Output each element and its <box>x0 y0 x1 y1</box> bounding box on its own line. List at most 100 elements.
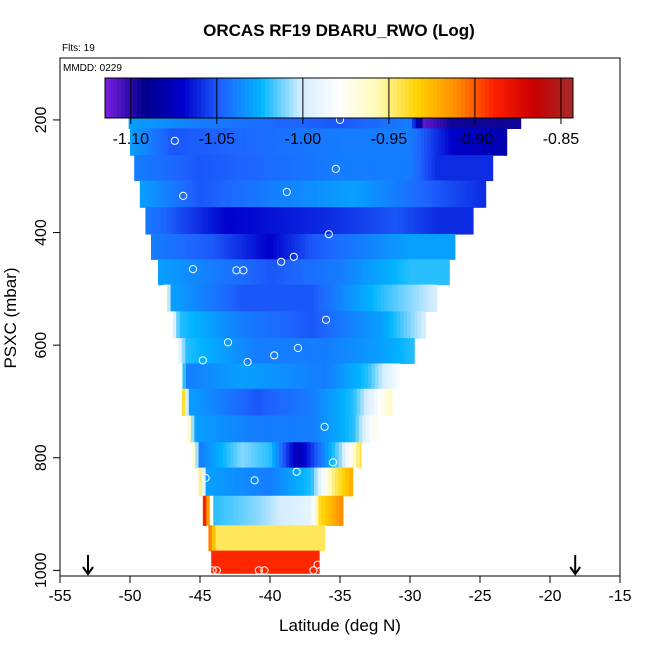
heatmap-cell <box>291 259 296 286</box>
colorbar-swatch <box>457 78 462 118</box>
heatmap-cell <box>303 284 308 312</box>
heatmap-cell <box>168 233 173 260</box>
flight-point <box>270 351 279 360</box>
heatmap-row <box>202 495 344 526</box>
colorbar-tick-label: -1.00 <box>285 131 322 148</box>
heatmap-cell <box>444 180 449 208</box>
colorbar-swatch <box>161 78 166 118</box>
heatmap-cell <box>325 338 330 365</box>
heatmap-cell <box>416 180 421 208</box>
heatmap-cell <box>342 442 347 469</box>
heatmap-cell <box>304 495 309 526</box>
heatmap-cell <box>234 388 239 417</box>
x-tick-label: -15 <box>608 588 631 605</box>
heatmap-cell <box>301 233 306 260</box>
heatmap-cell <box>210 128 215 156</box>
heatmap-cell <box>382 311 387 339</box>
heatmap-cell <box>237 495 242 526</box>
heatmap-row <box>191 442 362 469</box>
heatmap-cell <box>419 180 424 208</box>
heatmap-cell <box>277 311 282 339</box>
heatmap-cell <box>382 233 387 260</box>
heatmap-cell <box>332 495 337 526</box>
heatmap-cell <box>314 284 319 312</box>
heatmap-cell <box>391 338 396 365</box>
heatmap-cell <box>207 259 212 286</box>
colorbar-swatch <box>381 78 386 118</box>
heatmap-cell <box>400 155 405 182</box>
heatmap-cell <box>340 128 345 156</box>
heatmap-cell <box>191 442 196 469</box>
heatmap-cell <box>207 155 212 182</box>
heatmap-cell <box>361 363 366 390</box>
heatmap-cell <box>242 259 247 286</box>
heatmap-cell <box>405 180 410 208</box>
heatmap-cell <box>406 128 411 156</box>
colorbar-swatch <box>261 78 266 118</box>
heatmap-cell <box>258 284 263 312</box>
heatmap-cell <box>232 311 237 339</box>
heatmap-cell <box>167 180 172 208</box>
heatmap-cell <box>386 155 391 182</box>
heatmap-cell <box>287 363 292 390</box>
heatmap-cell <box>392 259 397 286</box>
heatmap-cell <box>418 207 423 235</box>
heatmap-cell <box>307 495 312 526</box>
heatmap-cell <box>319 128 324 156</box>
colorbar-swatch <box>285 78 290 118</box>
heatmap-cell <box>370 338 375 365</box>
heatmap-cell <box>226 467 231 497</box>
heatmap-cell <box>272 467 277 497</box>
heatmap-cell <box>229 415 234 443</box>
heatmap-cell <box>225 550 230 574</box>
heatmap-cell <box>223 284 228 312</box>
heatmap-cell <box>396 128 401 156</box>
heatmap-cell <box>277 259 282 286</box>
heatmap-cell <box>270 233 275 260</box>
heatmap-cell <box>334 207 339 235</box>
heatmap-cell <box>483 128 488 156</box>
heatmap-cell <box>345 284 350 312</box>
heatmap-cell <box>252 233 257 260</box>
heatmap-cell <box>152 207 157 235</box>
heatmap-cell <box>319 363 324 390</box>
heatmap-cell <box>316 525 321 552</box>
heatmap-cell <box>331 467 336 497</box>
heatmap-cell <box>484 155 489 182</box>
colorbar-swatch <box>157 78 162 118</box>
heatmap-cell <box>321 284 326 312</box>
heatmap-cell <box>284 155 289 182</box>
heatmap-cell <box>277 233 282 260</box>
heatmap-cell <box>438 259 443 286</box>
heatmap-cell <box>216 284 221 312</box>
heatmap-cell <box>209 388 214 417</box>
heatmap-cell <box>208 415 213 443</box>
heatmap-cell <box>282 467 287 497</box>
heatmap-cell <box>260 525 265 552</box>
heatmap-cell <box>223 442 228 469</box>
heatmap-cell <box>364 363 369 390</box>
heatmap-cell <box>172 155 177 182</box>
heatmap-cell <box>195 284 200 312</box>
colorbar-swatch <box>385 78 390 118</box>
heatmap-cell <box>420 128 425 156</box>
x-tick-label: -55 <box>48 588 71 605</box>
heatmap-cell <box>326 155 331 182</box>
heatmap-cell <box>228 363 233 390</box>
heatmap-cell <box>480 128 485 156</box>
heatmap-cell <box>315 259 320 286</box>
colorbar-swatch <box>297 78 302 118</box>
heatmap-cell <box>155 155 160 182</box>
heatmap-cell <box>224 128 229 156</box>
heatmap-cell <box>322 363 327 390</box>
colorbar-swatch <box>117 78 122 118</box>
heatmap-cell <box>396 363 401 390</box>
colorbar-swatch <box>293 78 298 118</box>
heatmap-cell <box>286 495 291 526</box>
heatmap-cell <box>467 207 472 235</box>
heatmap-cell <box>195 442 200 469</box>
heatmap-cell <box>252 259 257 286</box>
heatmap-cell <box>370 180 375 208</box>
colorbar-swatch <box>401 78 406 118</box>
heatmap-cell <box>274 155 279 182</box>
